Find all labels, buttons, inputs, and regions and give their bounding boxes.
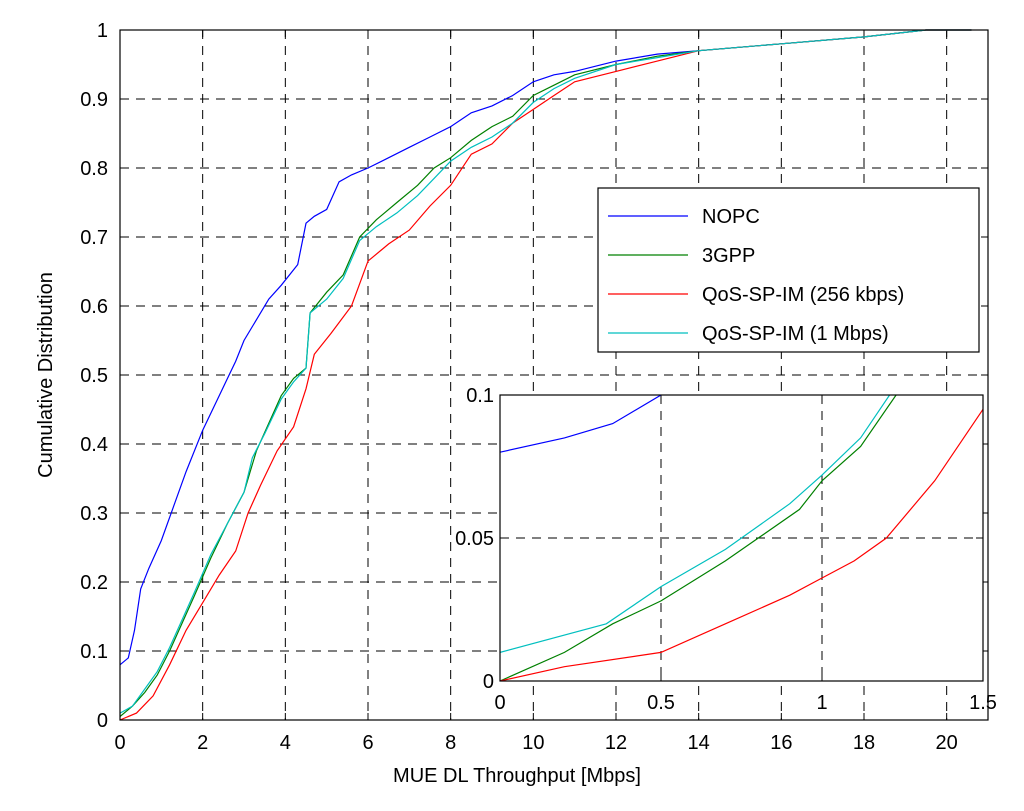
inset-y-tick-label: 0 [483, 671, 494, 693]
inset-tick-labels: 0 0.5 1 1.5 0 0.05 0.1 [455, 385, 997, 714]
main-y-tick-label: 0.4 [80, 434, 108, 456]
inset-x-tick-label: 0.5 [647, 692, 675, 714]
main-plot-frame [119, 29, 989, 721]
main-y-tick-label: 0.7 [80, 227, 108, 249]
main-series-qos-sp-im-256-kbps [119, 29, 972, 721]
main-x-tick-label: 16 [770, 732, 792, 754]
main-y-tick-label: 0.6 [80, 296, 108, 318]
main-x-tick-label: 14 [688, 732, 710, 754]
main-y-tick-label: 0.1 [80, 641, 108, 663]
main-x-tick-label: 4 [280, 732, 291, 754]
inset-axes: 0 0.5 1 1.5 0 0.05 0.1 [455, 385, 997, 714]
main-y-tick-label: 0 [97, 710, 108, 732]
legend-label-qos-sp-im-1-mbps: QoS-SP-IM (1 Mbps) [702, 323, 889, 345]
legend-box [597, 187, 980, 353]
main-x-tick-label: 20 [936, 732, 958, 754]
legend-label-qos-sp-im-256-kbps: QoS-SP-IM (256 kbps) [702, 284, 904, 306]
main-y-tick-label: 0.2 [80, 572, 108, 594]
y-axis-label: Cumulative Distribution [35, 272, 57, 478]
main-x-tick-label: 0 [114, 732, 125, 754]
inset-x-tick-label: 1 [816, 692, 827, 714]
inset-x-tick-label: 0 [494, 692, 505, 714]
main-x-tick-label: 10 [522, 732, 544, 754]
main-y-tick-label: 0.5 [80, 365, 108, 387]
main-y-tick-label: 1 [97, 20, 108, 42]
main-tick-labels: 0 2 4 6 8 10 12 14 16 18 2000.10.20.30.40.50.60.70… [80, 20, 958, 754]
main-x-tick-label: 6 [362, 732, 373, 754]
main-x-tick-label: 2 [197, 732, 208, 754]
main-y-tick-label: 0.9 [80, 89, 108, 111]
main-series-nopc [119, 29, 972, 666]
main-x-tick-label: 12 [605, 732, 627, 754]
main-x-tick-label: 18 [853, 732, 875, 754]
main-series-qos-sp-im-1-mbps [119, 29, 972, 714]
inset-series-nopc [500, 395, 662, 453]
main-y-tick-label: 0.3 [80, 503, 108, 525]
main-y-tick-label: 0.8 [80, 158, 108, 180]
inset-series [500, 395, 983, 681]
inset-series-qos-sp-im-1-mbps [500, 395, 891, 653]
inset-y-tick-label: 0.1 [466, 385, 494, 407]
inset-x-tick-label: 1.5 [969, 692, 997, 714]
legend-label-nopc: NOPC [702, 206, 760, 228]
inset-y-tick-label: 0.05 [455, 528, 494, 550]
x-axis-label: MUE DL Throughput [Mbps] [393, 765, 641, 787]
legend: NOPC 3GPP QoS-SP-IM (256 kbps) QoS-SP-IM (1… [597, 187, 980, 353]
inset-series-3gpp [500, 395, 897, 681]
inset-plot-frame [499, 394, 984, 682]
main-series [119, 29, 972, 721]
inset-series-qos-sp-im-256-kbps [500, 408, 983, 681]
main-x-tick-label: 8 [445, 732, 456, 754]
legend-label-3gpp: 3GPP [702, 245, 755, 267]
